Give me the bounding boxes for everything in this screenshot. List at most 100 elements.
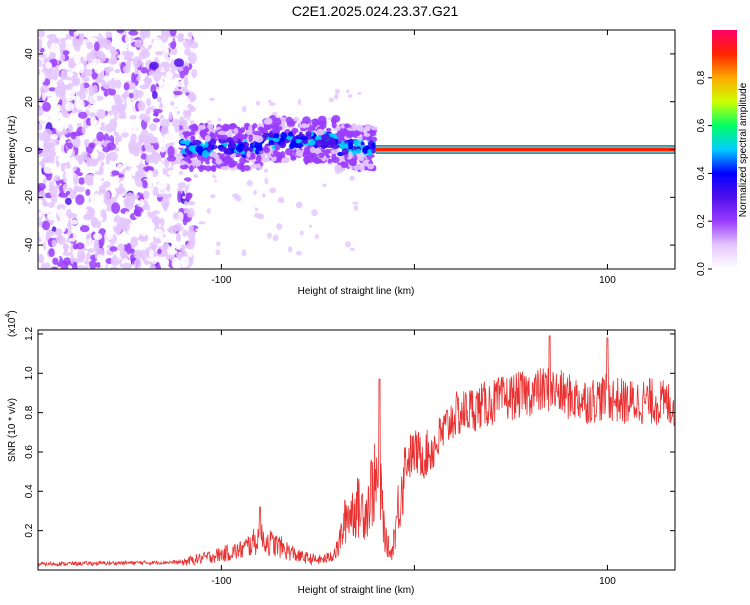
spectrogram-cell — [38, 183, 46, 191]
spectrogram-cell — [235, 145, 243, 152]
spectrogram-cell — [236, 163, 243, 170]
spectrogram-cell — [83, 174, 94, 185]
spectrogram-cell — [87, 248, 95, 253]
spectrogram-cell — [145, 145, 154, 153]
spectrogram-cell — [158, 165, 163, 178]
spectrogram-cell — [169, 30, 177, 37]
spectrogram-cell — [280, 157, 290, 164]
spectrogram-cell — [114, 132, 120, 137]
spectrogram-cell — [123, 82, 130, 91]
spectrogram-cell — [131, 219, 139, 227]
spectrogram-cell — [167, 169, 178, 176]
spectrogram-cell — [75, 235, 86, 243]
spectrogram-cell — [193, 125, 199, 132]
spectrogram-cell — [79, 225, 90, 233]
spectrogram-cell — [171, 257, 180, 269]
spectrogram-cell — [153, 69, 162, 82]
spectrogram-cell — [257, 213, 265, 220]
spectrogram-cell — [210, 194, 216, 199]
spectrogram-cell — [206, 120, 212, 124]
spectrogram-cell — [48, 87, 57, 92]
spectrogram-cell — [172, 90, 183, 96]
snr-y-tick-label: 0.2 — [24, 523, 35, 537]
spectrogram-cell — [40, 207, 50, 215]
spectrogram-cell — [105, 228, 114, 240]
spectrogram-cell — [152, 186, 160, 197]
snr-x-axis-label: Height of straight line (km) — [298, 585, 415, 596]
spectrogram-cell — [367, 226, 373, 234]
spectrogram-cell — [66, 142, 73, 150]
spectrogram-cell — [371, 142, 376, 150]
spectrogram-cell — [163, 61, 171, 72]
spectrogram-cell — [355, 104, 361, 110]
spectrogram-cell — [89, 112, 96, 119]
spectrogram-cell — [213, 181, 220, 189]
spectrogram-cell — [148, 249, 154, 259]
spectrogram-cell — [177, 32, 185, 43]
spectrogram-cell — [340, 94, 345, 99]
spectrogram-cell — [72, 243, 79, 250]
spectrogram-cell — [81, 125, 86, 135]
spectrogram-cell — [215, 249, 221, 256]
spectrogram-cell — [132, 56, 142, 68]
snr-y-tick-label: 0.8 — [24, 405, 35, 419]
spectrogram-cell — [192, 139, 202, 146]
spectrogram-cell — [260, 187, 265, 193]
spectrogram-cell — [117, 140, 128, 147]
spectrogram-cell — [38, 88, 42, 100]
spectrogram-cell — [357, 91, 362, 96]
spectrogram-cell — [134, 258, 142, 269]
spectrogram-cell — [43, 165, 54, 174]
spectrogram-panel: -100 100 -40 -20 0 20 40 Height of straight l… — [7, 29, 676, 297]
spectrogram-cell — [318, 178, 322, 182]
spectrogram-cell — [170, 40, 177, 50]
spectrogram-cell — [64, 101, 74, 112]
spectrogram-cell — [303, 155, 311, 164]
spectrogram-cell — [295, 149, 304, 157]
spectrogram-cell — [105, 198, 111, 207]
colorbar-tick-label: 0.4 — [696, 166, 707, 180]
figure-title: C2E1.2025.024.23.37.G21 — [292, 3, 459, 19]
spectrogram-cell — [108, 88, 117, 96]
spectrogram-cell — [62, 251, 73, 257]
spectrogram-cell — [125, 96, 132, 106]
spectrogram-cell — [116, 163, 124, 173]
spectrogram-cell — [128, 51, 134, 58]
spectrogram-cell — [56, 204, 66, 211]
spectrogram-cell — [340, 161, 349, 169]
spectrogram-cell — [162, 48, 170, 58]
spectrogram-cell — [54, 244, 63, 257]
spectrogram-cell — [347, 93, 353, 98]
spectrogram-cell — [109, 126, 116, 132]
spectrogram-cell — [301, 123, 308, 128]
spectrogram-cell — [295, 250, 302, 256]
spectrogram-cell — [235, 120, 242, 125]
spectrogram-cell — [130, 133, 137, 144]
spectrogram-cell — [227, 142, 237, 149]
spectrogram-cell — [110, 77, 116, 90]
spectrogram-cell — [246, 180, 254, 187]
spectrogram-cell — [264, 208, 271, 214]
spectrogram-cell — [154, 51, 165, 56]
spectrogram-cell — [216, 241, 221, 247]
spectrogram-cell — [82, 213, 93, 221]
spectrogram-cell — [301, 246, 307, 252]
spectrogram-cell — [70, 131, 77, 140]
spectrogram-cell — [288, 131, 294, 137]
spectrogram-marks — [38, 30, 675, 269]
spectrogram-cell — [112, 221, 118, 227]
colorbar-ticks: 0.0 0.2 0.4 0.6 0.8 — [696, 70, 712, 276]
spectrogram-cell — [256, 163, 261, 170]
spectrogram-cell — [94, 242, 100, 250]
spectrogram-cell — [91, 151, 99, 159]
spectrogram-cell — [124, 211, 130, 217]
spectrogram-cell — [52, 257, 59, 265]
spectrogram-cell — [78, 177, 85, 185]
spectrogram-cell — [141, 94, 149, 99]
spectrogram-cell — [60, 32, 67, 38]
spectrogram-cell — [39, 228, 47, 241]
spectrogram-cell — [56, 120, 64, 132]
spectrogram-cell — [267, 99, 272, 104]
spectrogram-cell — [46, 230, 56, 237]
spectrogram-cell — [235, 195, 242, 202]
